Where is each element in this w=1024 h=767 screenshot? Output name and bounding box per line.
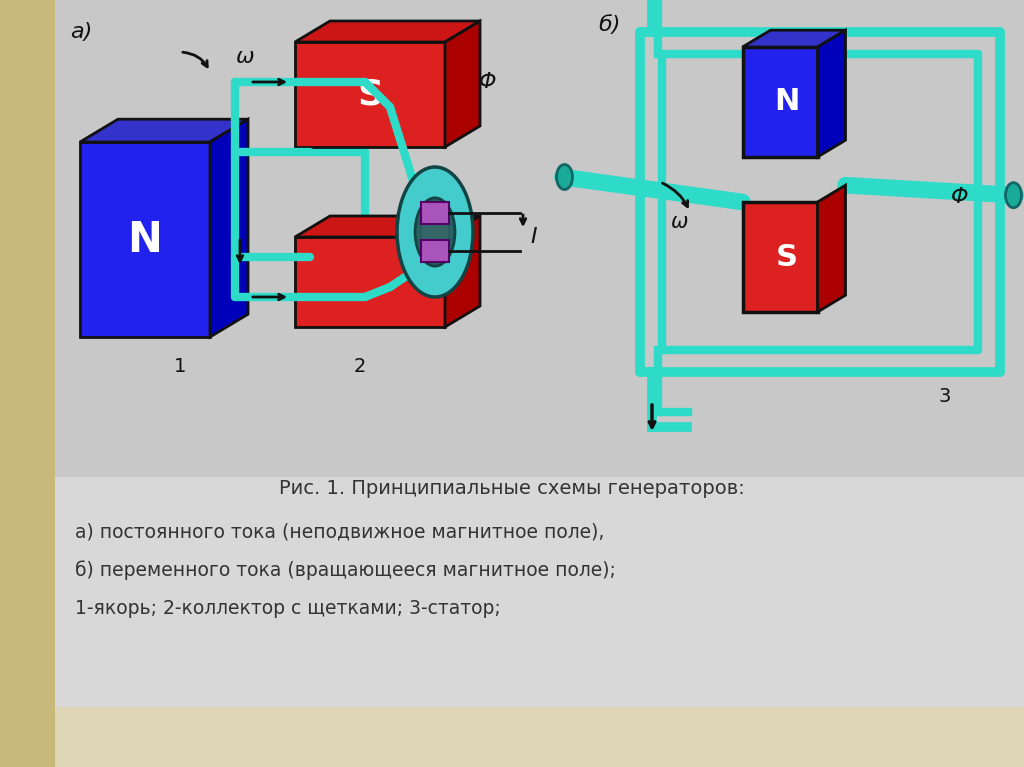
Ellipse shape [1006,183,1022,208]
Ellipse shape [422,209,449,255]
Bar [0,0,1024,477]
Bar [742,47,817,157]
Text: 1: 1 [174,357,186,377]
Bar [0,707,1024,767]
Bar [0,477,1024,767]
Text: б) переменного тока (вращающееся магнитное поле);: б) переменного тока (вращающееся магнитн… [75,560,615,580]
Polygon shape [295,21,480,42]
Polygon shape [80,119,248,142]
Text: Φ: Φ [951,187,969,207]
Polygon shape [295,216,480,237]
Bar [295,237,445,327]
Text: N: N [774,87,800,117]
Ellipse shape [415,198,455,266]
Text: ω: ω [672,212,689,232]
Bar [295,42,445,147]
Polygon shape [210,119,248,337]
Polygon shape [445,216,480,327]
Bar [421,202,449,224]
Text: I: I [627,0,633,2]
Polygon shape [817,185,846,312]
Bar [421,240,449,262]
Polygon shape [742,30,846,47]
Text: 1-якорь; 2-коллектор с щетками; 3-статор;: 1-якорь; 2-коллектор с щетками; 3-статор… [75,598,501,617]
Text: а) постоянного тока (неподвижное магнитное поле),: а) постоянного тока (неподвижное магнитн… [75,522,604,542]
Text: 3: 3 [939,387,951,407]
Polygon shape [445,21,480,147]
Text: Φ: Φ [479,72,497,92]
Text: I: I [530,227,537,247]
Text: N: N [128,219,163,261]
Text: ω: ω [236,47,254,67]
Bar [0,477,55,767]
Bar [0,0,55,767]
Ellipse shape [556,164,572,189]
Text: S: S [357,77,383,111]
Polygon shape [817,30,846,157]
Text: Рис. 1. Принципиальные схемы генераторов:: Рис. 1. Принципиальные схемы генераторов… [280,479,744,499]
Text: б): б) [598,15,621,35]
Bar [742,202,817,312]
Text: 2: 2 [354,357,367,377]
Ellipse shape [397,167,473,297]
Bar [80,142,210,337]
Text: а): а) [70,22,92,42]
Text: S: S [776,242,798,272]
